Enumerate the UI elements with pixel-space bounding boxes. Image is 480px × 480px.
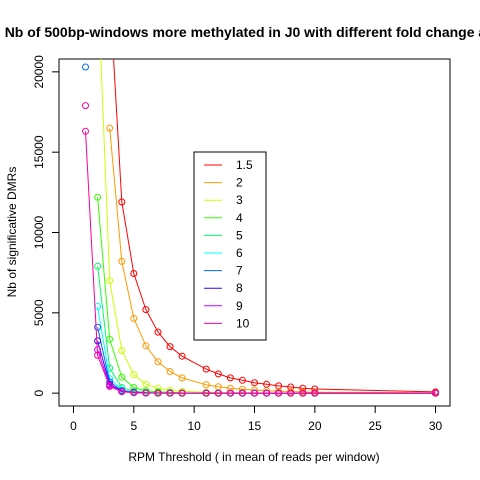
- series-4: [94, 193, 439, 397]
- data-point: [106, 382, 114, 390]
- legend-box: [193, 151, 267, 341]
- data-point: [142, 389, 150, 397]
- series-1.5: [113, 59, 439, 396]
- data-point: [238, 376, 246, 384]
- data-point: [214, 370, 222, 378]
- data-point: [94, 323, 102, 331]
- data-point: [118, 198, 126, 206]
- data-point: [142, 342, 150, 350]
- series-line: [85, 131, 436, 394]
- legend-label: 4: [236, 211, 243, 225]
- data-point: [202, 381, 210, 389]
- series-line: [113, 59, 436, 393]
- data-point: [154, 358, 162, 366]
- series-layer: [82, 59, 439, 397]
- x-tick-label: 10: [187, 419, 201, 433]
- data-point: [263, 387, 271, 395]
- data-point: [238, 389, 246, 397]
- data-point: [130, 389, 138, 397]
- data-point: [94, 262, 102, 270]
- series-line: [97, 266, 436, 394]
- legend-label: 7: [236, 264, 243, 278]
- legend-label: 8: [236, 281, 243, 295]
- data-point: [226, 389, 234, 397]
- data-point: [82, 127, 89, 135]
- data-point: [275, 382, 283, 390]
- data-point: [154, 328, 162, 336]
- x-tick-label: 25: [368, 419, 382, 433]
- y-tick-label: 10000: [32, 215, 46, 249]
- data-point: [130, 371, 138, 379]
- data-point: [202, 389, 210, 397]
- y-tick-label: 15000: [32, 135, 46, 169]
- legend-label: 10: [236, 316, 250, 330]
- data-point: [142, 306, 150, 314]
- data-point: [299, 389, 307, 397]
- data-point: [166, 389, 174, 397]
- data-point: [94, 337, 102, 345]
- legend: 1.5 2 3 4 5 6 7 8 9 10: [193, 151, 267, 341]
- data-point: [118, 388, 126, 396]
- y-tick-label: 0: [32, 389, 46, 396]
- data-point: [94, 351, 102, 359]
- data-point: [299, 384, 307, 392]
- series-7: [94, 323, 439, 397]
- legend-label: 5: [236, 228, 243, 242]
- y-tick-label: 5000: [32, 299, 46, 326]
- data-point: [178, 389, 186, 397]
- series-6: [94, 302, 439, 397]
- x-tick-label: 30: [429, 419, 443, 433]
- y-axis: 0 5000 10000 15000 20000: [32, 55, 59, 396]
- chart-title: Nb of 500bp-windows more methylated in J…: [5, 24, 480, 40]
- series-line: [109, 128, 436, 394]
- data-point: [275, 389, 283, 397]
- data-point: [251, 389, 258, 397]
- x-axis: 0 5 10 15 20 25 30: [70, 406, 443, 433]
- x-tick-label: 5: [130, 419, 137, 433]
- legend-label: 9: [236, 299, 243, 313]
- data-point: [311, 389, 319, 397]
- data-point: [82, 63, 89, 71]
- y-axis-label: Nb of significative DMRs: [5, 167, 19, 298]
- x-tick-label: 15: [248, 419, 262, 433]
- data-point: [106, 124, 114, 132]
- data-point: [130, 314, 138, 322]
- series-9: [94, 346, 439, 397]
- data-point: [166, 343, 174, 351]
- x-tick-label: 20: [308, 419, 322, 433]
- data-point: [118, 347, 126, 355]
- data-point: [154, 384, 162, 392]
- data-point: [251, 379, 258, 387]
- data-point: [226, 374, 234, 382]
- data-point: [118, 373, 126, 381]
- data-point: [82, 102, 89, 110]
- data-point: [166, 368, 174, 375]
- data-point: [118, 257, 126, 265]
- data-point: [130, 270, 138, 277]
- legend-label: 3: [236, 193, 243, 207]
- data-point: [178, 374, 186, 382]
- series-2: [106, 124, 439, 397]
- data-point: [202, 365, 210, 373]
- y-tick-label: 20000: [32, 55, 46, 89]
- data-point: [94, 193, 102, 201]
- data-point: [432, 389, 439, 397]
- data-point: [154, 389, 162, 397]
- x-tick-label: 0: [70, 419, 77, 433]
- data-point: [178, 352, 186, 360]
- data-point: [214, 389, 222, 397]
- data-point: [130, 384, 138, 391]
- data-point: [226, 384, 234, 392]
- data-point: [106, 277, 114, 285]
- series-line: [97, 197, 436, 394]
- legend-label: 1.5: [236, 158, 253, 172]
- x-axis-label: RPM Threshold ( in mean of reads per win…: [128, 450, 379, 464]
- data-point: [287, 389, 295, 397]
- legend-label: 2: [236, 176, 243, 190]
- data-point: [263, 389, 271, 397]
- series-5: [94, 262, 439, 397]
- legend-label: 6: [236, 246, 243, 260]
- series-10: [82, 127, 439, 397]
